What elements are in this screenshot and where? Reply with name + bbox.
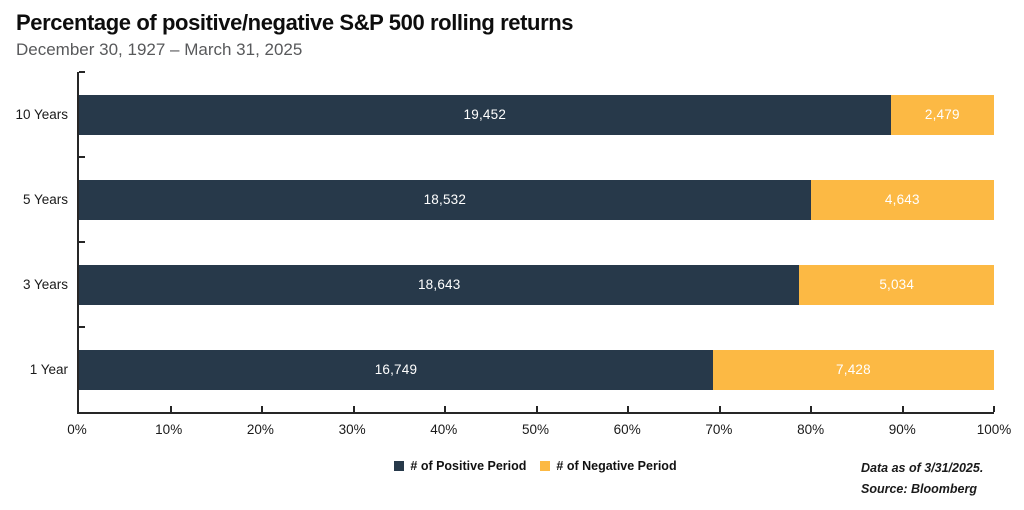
bar-row: 1 Year 16,749 7,428 xyxy=(30,326,994,412)
x-axis-tick xyxy=(444,406,446,412)
x-axis-tick-label: 40% xyxy=(430,422,458,437)
x-axis-tick-label: 50% xyxy=(521,422,550,437)
legend-label: # of Negative Period xyxy=(556,459,677,473)
x-axis-tick-label: 80% xyxy=(797,422,825,437)
x-axis-tick-label: 20% xyxy=(246,422,274,437)
bar-value-label: 16,749 xyxy=(374,362,418,377)
bar-segment-positive: 18,643 xyxy=(79,264,800,305)
legend-swatch-icon xyxy=(540,461,551,471)
bar-value-label: 18,532 xyxy=(423,192,467,207)
y-axis-tick xyxy=(79,326,85,328)
x-axis-tick-label: 0% xyxy=(67,422,87,437)
bar-value-label: 19,452 xyxy=(463,107,507,122)
bar-segment-negative: 5,034 xyxy=(799,264,994,305)
bar-row: 5 Years 18,532 4,643 xyxy=(23,156,994,242)
bar-segment-negative: 7,428 xyxy=(712,349,994,390)
bar-value-label: 4,643 xyxy=(884,192,920,207)
page-title: Percentage of positive/negative S&P 500 … xyxy=(16,10,574,35)
x-axis-tick-label: 70% xyxy=(705,422,733,437)
bar-segment-positive: 19,452 xyxy=(79,94,891,135)
x-axis-labels: 0% 10% 20% 30% 40% 50% 60% 70% 80% 90% 100% xyxy=(67,422,1011,440)
x-axis-tick xyxy=(993,406,995,412)
x-axis-tick-label: 90% xyxy=(888,422,916,437)
bar-value-label: 7,428 xyxy=(836,362,871,377)
x-axis-tick-label: 100% xyxy=(976,422,1012,437)
legend-item-positive: # of Positive Period xyxy=(394,459,526,473)
bar-chart-plot-area: 10 Years 19,452 2,479 5 Years 18,532 4,643 3 Y… xyxy=(15,71,995,414)
x-axis-tick-label: 60% xyxy=(613,422,641,437)
y-axis-tick xyxy=(79,241,85,243)
stacked-bar: 19,452 2,479 xyxy=(79,94,994,135)
legend-label: # of Positive Period xyxy=(410,459,527,473)
bar-value-label: 18,643 xyxy=(417,277,461,292)
x-axis-tick-label: 10% xyxy=(155,422,183,437)
stacked-bar: 18,643 5,034 xyxy=(79,264,994,305)
x-axis-tick xyxy=(810,406,812,412)
footnote: Data as of 3/31/2025. Source: Bloomberg xyxy=(861,458,983,500)
bar-segment-positive: 18,532 xyxy=(79,179,811,220)
bar-rows: 10 Years 19,452 2,479 5 Years 18,532 4,643 3 Y… xyxy=(15,71,994,412)
footnote-source: Source: Bloomberg xyxy=(861,482,977,496)
stacked-bar: 16,749 7,428 xyxy=(79,349,994,390)
bar-value-label: 2,479 xyxy=(924,107,960,122)
bar-row: 10 Years 19,452 2,479 xyxy=(15,71,994,157)
y-axis-tick xyxy=(79,71,85,73)
y-axis-tick xyxy=(79,156,85,158)
legend-swatch-icon xyxy=(394,461,405,471)
category-label: 10 Years xyxy=(15,107,68,122)
x-axis-tick xyxy=(261,406,263,412)
x-axis-tick xyxy=(627,406,629,412)
bar-segment-negative: 4,643 xyxy=(810,179,994,220)
footnote-data-as-of: Data as of 3/31/2025. xyxy=(861,461,984,475)
x-axis-tick-label: 30% xyxy=(338,422,366,437)
bar-row: 3 Years 18,643 5,034 xyxy=(23,241,994,327)
legend-item-negative: # of Negative Period xyxy=(540,459,677,473)
category-label: 3 Years xyxy=(22,277,68,292)
x-axis-tick xyxy=(169,406,172,412)
x-axis-tick xyxy=(901,406,904,412)
stacked-bar: 18,532 4,643 xyxy=(79,179,994,220)
x-axis-tick xyxy=(352,406,355,412)
x-axis-tick xyxy=(718,406,721,412)
page-subtitle: December 30, 1927 – March 31, 2025 xyxy=(16,40,303,59)
x-axis-tick xyxy=(535,406,538,412)
category-label: 5 Years xyxy=(22,192,68,207)
bar-value-label: 5,034 xyxy=(879,277,915,292)
bar-segment-negative: 2,479 xyxy=(890,94,994,135)
category-label: 1 Year xyxy=(29,362,68,377)
bar-segment-positive: 16,749 xyxy=(79,349,713,390)
chart-legend: # of Positive Period # of Negative Period xyxy=(77,459,994,473)
